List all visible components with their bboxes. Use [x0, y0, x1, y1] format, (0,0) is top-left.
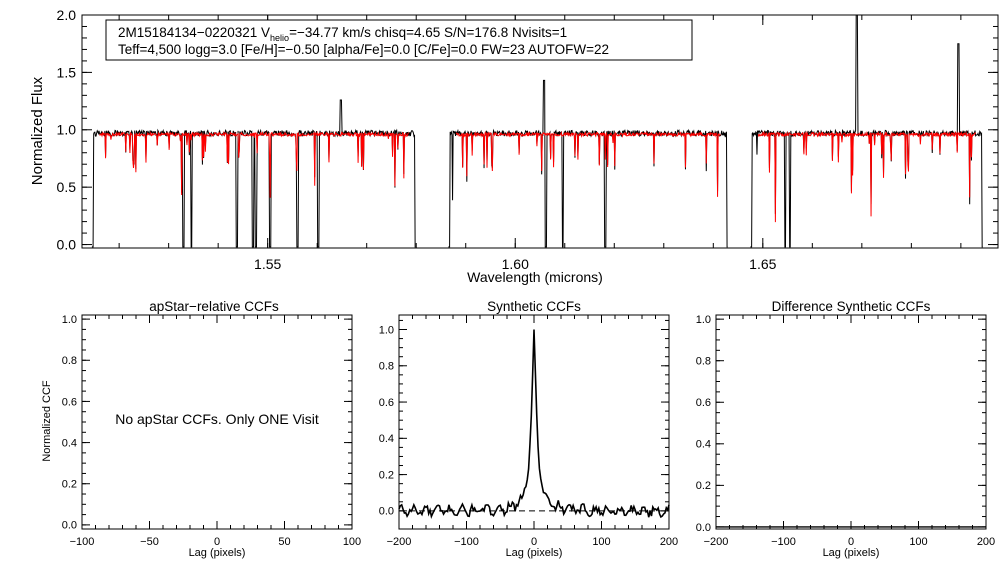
synthetic-ccf-y-tick-label: 1.0 — [379, 324, 394, 336]
spectrum-frame — [81, 14, 999, 249]
synthetic-ccf-y-tick-label: 0.2 — [379, 469, 394, 481]
spectrum-y-tick-label: 0.0 — [57, 236, 77, 252]
info-v-sub: helio — [270, 33, 289, 43]
spectrum-model-line — [99, 130, 977, 223]
spectrum-y-tick-label: 0.5 — [57, 179, 77, 195]
info-v-rest: =−34.77 km/s chisq=4.65 S/N=176.8 Nvisit… — [289, 25, 567, 40]
synthetic-ccf-panel: Synthetic CCFs −200 −100 0 100 200 0.0 0.2 0.4 0… — [379, 299, 678, 559]
info-box-frame — [105, 19, 693, 61]
info-v-prefix: V — [261, 25, 270, 40]
difference-ccf-y-tick-label: 0.0 — [696, 522, 711, 534]
apstar-ccf-title: apStar−relative CCFs — [149, 299, 279, 314]
synthetic-ccf-line — [398, 329, 670, 519]
apstar-ccf-x-tick-label: 50 — [278, 536, 290, 548]
synthetic-ccf-x-tick-label: 200 — [660, 536, 678, 548]
difference-ccf-title: Difference Synthetic CCFs — [772, 299, 931, 314]
difference-ccf-y-tick-label: 1.0 — [696, 314, 711, 326]
apstar-ccf-y-tick-label: 0.6 — [62, 396, 77, 408]
difference-ccf-x-tick-label: −100 — [771, 536, 796, 548]
apstar-ccf-ticks: −100 −50 0 50 100 0.0 0.2 0.4 0.6 0.8 1.0 — [62, 314, 361, 548]
spectrum-xlabel: Wavelength (microns) — [467, 269, 603, 285]
difference-ccf-y-tick-label: 0.6 — [696, 397, 711, 409]
difference-ccf-x-tick-label: 100 — [909, 536, 927, 548]
spectrum-x-tick-label: 1.55 — [254, 256, 281, 272]
apstar-ccf-x-tick-label: −100 — [70, 536, 95, 548]
difference-ccf-y-tick-label: 0.8 — [696, 356, 711, 368]
spectrum-y-tick-label: 1.5 — [57, 64, 77, 80]
synthetic-ccf-y-tick-label: 0.6 — [379, 397, 394, 409]
apstar-ccf-ylabel: Normalized CCF — [41, 380, 53, 462]
apstar-ccf-y-tick-label: 0.4 — [62, 437, 77, 449]
apstar-ccf-message: No apStar CCFs. Only ONE Visit — [115, 411, 319, 427]
synthetic-ccf-x-tick-label: −200 — [387, 536, 412, 548]
spectrum-plot-area — [91, 14, 983, 248]
difference-ccf-x-tick-label: 200 — [977, 536, 995, 548]
synthetic-ccf-title: Synthetic CCFs — [487, 299, 581, 314]
synthetic-ccf-x-tick-label: −100 — [454, 536, 479, 548]
synthetic-ccf-x-tick-label: 0 — [531, 536, 537, 548]
difference-ccf-panel: Difference Synthetic CCFs −200 −100 0 100 20… — [696, 299, 995, 559]
synthetic-ccf-ticks: −200 −100 0 100 200 0.0 0.2 0.4 0.6 0.8 1.0 — [379, 315, 678, 548]
synthetic-ccf-xlabel: Lag (pixels) — [506, 547, 563, 559]
difference-ccf-frame — [715, 314, 987, 530]
synthetic-ccf-y-tick-label: 0.0 — [379, 506, 394, 518]
difference-ccf-ticks: −200 −100 0 100 200 0.0 0.2 0.4 0.6 0.8 1.0 — [696, 314, 995, 548]
apstar-ccf-xlabel: Lag (pixels) — [189, 547, 246, 559]
spectrum-panel: 1.55 1.60 1.65 0.0 0.5 1.0 1.5 2.0 Normalized F… — [29, 7, 999, 285]
spectrum-y-tick-label: 1.0 — [57, 122, 77, 138]
synthetic-ccf-plot-area — [398, 329, 670, 519]
difference-ccf-y-tick-label: 0.2 — [696, 480, 711, 492]
apstar-ccf-y-tick-label: 0.8 — [62, 355, 77, 367]
info-line-1: 2M15184134−0220321 Vhelio=−34.77 km/s ch… — [118, 25, 567, 43]
spectrum-ylabel: Normalized Flux — [29, 76, 46, 185]
difference-ccf-y-tick-label: 0.4 — [696, 439, 711, 451]
synthetic-ccf-y-tick-label: 0.4 — [379, 433, 394, 445]
apstar-ccf-y-tick-label: 1.0 — [62, 314, 77, 326]
spectrum-x-tick-label: 1.60 — [502, 256, 529, 272]
apstar-ccf-x-tick-label: 0 — [214, 536, 220, 548]
difference-ccf-x-tick-label: −200 — [704, 536, 729, 548]
info-line-2: Teff=4,500 logg=3.0 [Fe/H]=−0.50 [alpha/… — [118, 42, 609, 57]
synthetic-ccf-y-tick-label: 0.8 — [379, 361, 394, 373]
apstar-ccf-panel: apStar−relative CCFs −100 −50 0 50 100 0.0 0.2… — [41, 299, 361, 559]
difference-ccf-xlabel: Lag (pixels) — [823, 547, 880, 559]
difference-ccf-x-tick-label: 0 — [848, 536, 854, 548]
spectrum-x-tick-label: 1.65 — [749, 256, 776, 272]
spectrum-ticks: 1.55 1.60 1.65 0.0 0.5 1.0 1.5 2.0 — [57, 7, 998, 272]
apstar-ccf-y-tick-label: 0.0 — [62, 520, 77, 532]
apstar-ccf-x-tick-label: −50 — [140, 536, 159, 548]
info-star-id: 2M15184134−0220321 — [118, 25, 257, 40]
spectrum-y-tick-label: 2.0 — [57, 7, 77, 23]
apstar-ccf-y-tick-label: 0.2 — [62, 479, 77, 491]
apstar-ccf-x-tick-label: 100 — [343, 536, 361, 548]
spectrum-info-box: 2M15184134−0220321 Vhelio=−34.77 km/s ch… — [105, 19, 693, 61]
synthetic-ccf-x-tick-label: 100 — [592, 536, 610, 548]
